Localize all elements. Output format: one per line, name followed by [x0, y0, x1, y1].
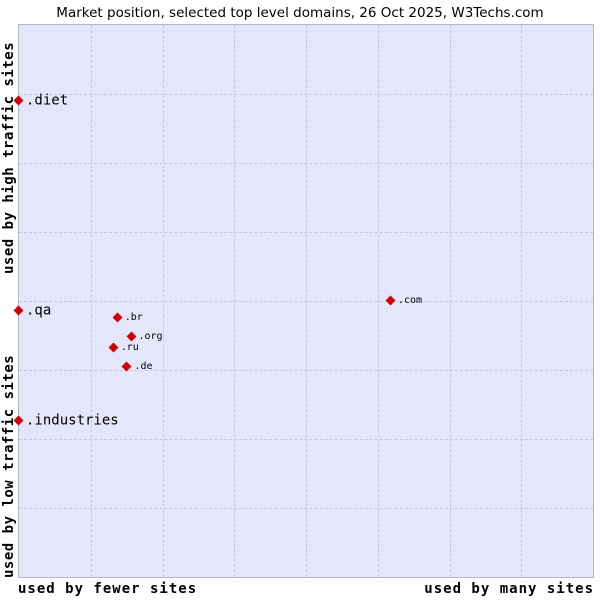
data-point-label: .industries: [26, 413, 119, 430]
grid-line-vertical: [234, 25, 236, 577]
grid-line-horizontal: [19, 439, 593, 440]
data-point-label: .br: [124, 311, 143, 323]
grid-line-vertical: [377, 25, 379, 577]
data-point-marker: [385, 295, 396, 306]
grid-line-horizontal: [19, 301, 593, 302]
grid-line-vertical: [521, 25, 523, 577]
data-point-label: .com: [397, 294, 423, 306]
data-point-label: .ru: [120, 341, 139, 353]
y-axis-label-low-traffic: used by low traffic sites: [1, 354, 17, 578]
data-point-label: .diet: [26, 92, 69, 109]
data-point-marker: [126, 331, 136, 342]
chart-title: Market position, selected top level doma…: [56, 5, 544, 21]
plot-area: .diet .qa .industries .br .org .ru .de .com: [13, 24, 594, 578]
data-point-marker: [122, 361, 132, 372]
data-point-marker: [112, 312, 123, 323]
data-point-label: .org: [138, 330, 163, 342]
grid-line-vertical: [162, 25, 164, 577]
y-axis-label-high-traffic: used by high traffic sites: [1, 41, 17, 274]
data-point-marker: [13, 305, 24, 316]
data-point-label: .de: [134, 360, 153, 372]
grid-line-horizontal: [19, 232, 593, 233]
grid-line-vertical: [306, 25, 307, 577]
grid-line-horizontal: [19, 508, 593, 509]
data-point-marker: [108, 342, 119, 353]
grid-line-horizontal: [19, 163, 593, 164]
x-axis-label-many-sites: used by many sites: [424, 581, 594, 597]
data-point-label: .qa: [26, 302, 52, 319]
grid-line-vertical: [90, 25, 92, 577]
x-axis-label-fewer-sites: used by fewer sites: [18, 581, 198, 597]
grid-line-horizontal: [19, 94, 593, 95]
grid-line-horizontal: [19, 370, 593, 371]
grid-line-vertical: [449, 25, 451, 577]
